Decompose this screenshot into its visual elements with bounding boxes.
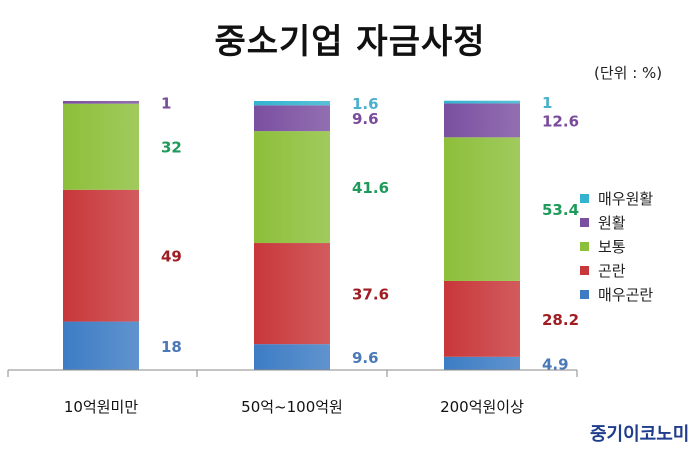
data-label: 9.6	[352, 349, 379, 367]
legend-label: 원활	[598, 213, 626, 232]
category-label: 50억~100억원	[241, 398, 343, 416]
data-label: 28.2	[542, 311, 579, 329]
legend-item: 보통	[580, 234, 653, 258]
bar-segment	[254, 105, 330, 132]
legend-item: 곤란	[580, 258, 653, 282]
data-label: 49	[161, 248, 182, 266]
bar-segment	[254, 344, 330, 370]
bar-segment	[444, 100, 520, 104]
data-label: 18	[161, 338, 182, 356]
bar-segment	[444, 137, 520, 281]
legend-label: 매우곤란	[598, 285, 654, 304]
legend-swatch	[580, 217, 589, 227]
bar-segment	[254, 243, 330, 345]
data-label: 32	[161, 139, 182, 157]
bar-segment	[444, 103, 520, 138]
chart-title: 중소기업 자금사정	[214, 22, 486, 62]
data-label: 1.6	[352, 95, 379, 113]
legend-label: 매우원활	[598, 189, 654, 208]
legend-label: 보통	[598, 237, 626, 256]
category-label: 10억원미만	[64, 398, 138, 416]
bar-segment	[63, 321, 139, 370]
data-label: 9.6	[352, 110, 379, 128]
legend-swatch	[580, 265, 589, 275]
unit-label: (단위 : %)	[594, 64, 663, 82]
legend-item: 매우원활	[580, 186, 653, 210]
data-label: 1	[542, 94, 552, 112]
brand-logo: 중기이코노미	[590, 424, 690, 445]
legend-swatch	[580, 241, 589, 251]
bar-segment	[444, 356, 520, 370]
data-label: 53.4	[542, 201, 579, 219]
bar-segment	[63, 189, 139, 322]
data-label: 1	[161, 94, 171, 112]
data-label: 37.6	[352, 286, 389, 304]
category-label: 200억원이상	[440, 398, 524, 416]
legend-swatch	[580, 193, 589, 203]
bar-segment	[444, 280, 520, 357]
bar-segment	[254, 131, 330, 244]
legend-label: 곤란	[598, 261, 626, 280]
legend-item: 매우곤란	[580, 282, 653, 306]
bar-segment	[63, 101, 139, 104]
bar-segment	[254, 101, 330, 106]
legend-item: 원활	[580, 210, 653, 234]
data-label: 12.6	[542, 112, 579, 130]
data-label: 4.9	[542, 355, 569, 373]
bar-segment	[63, 103, 139, 190]
data-label: 41.6	[352, 179, 389, 197]
legend-swatch	[580, 289, 589, 299]
